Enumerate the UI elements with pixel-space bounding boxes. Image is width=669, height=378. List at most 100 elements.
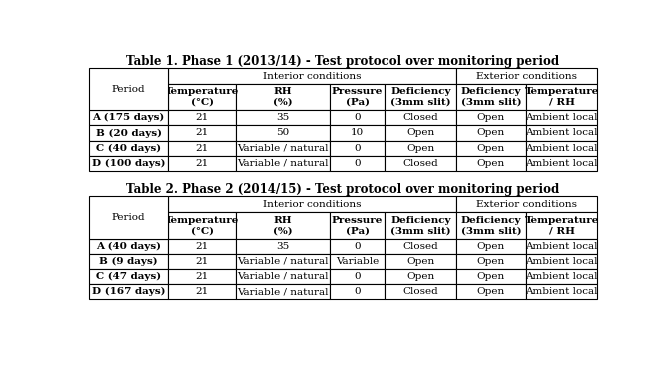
Bar xyxy=(169,239,236,254)
Text: Closed: Closed xyxy=(403,113,438,122)
Bar xyxy=(89,239,169,254)
Bar xyxy=(456,125,527,141)
Bar xyxy=(330,284,385,299)
Text: Deficiency
(3mm slit): Deficiency (3mm slit) xyxy=(390,87,451,107)
Bar xyxy=(456,284,527,299)
Bar xyxy=(527,284,597,299)
Text: 21: 21 xyxy=(195,129,209,138)
Bar xyxy=(527,84,597,110)
Bar xyxy=(330,141,385,156)
Bar xyxy=(236,141,330,156)
Text: Open: Open xyxy=(477,113,505,122)
Bar xyxy=(236,239,330,254)
Bar xyxy=(456,212,527,239)
Bar xyxy=(169,84,236,110)
Bar xyxy=(89,141,169,156)
Text: Open: Open xyxy=(477,159,505,168)
Text: Open: Open xyxy=(477,129,505,138)
Bar xyxy=(89,269,169,284)
Bar xyxy=(385,141,456,156)
Bar xyxy=(236,84,330,110)
Bar xyxy=(456,110,527,125)
Text: 21: 21 xyxy=(195,113,209,122)
Bar xyxy=(456,156,527,171)
Text: Deficiency
(3mm slit): Deficiency (3mm slit) xyxy=(461,216,521,235)
Text: Variable / natural: Variable / natural xyxy=(237,272,329,281)
Text: Open: Open xyxy=(477,272,505,281)
Text: D (100 days): D (100 days) xyxy=(92,159,165,168)
Bar xyxy=(236,212,330,239)
Text: Open: Open xyxy=(406,144,434,153)
Bar xyxy=(527,110,597,125)
Bar xyxy=(330,110,385,125)
Text: Variable / natural: Variable / natural xyxy=(237,144,329,153)
Text: Ambient local: Ambient local xyxy=(525,287,598,296)
Text: Interior conditions: Interior conditions xyxy=(263,200,361,209)
Text: Ambient local: Ambient local xyxy=(525,144,598,153)
Text: Open: Open xyxy=(477,144,505,153)
Bar xyxy=(169,141,236,156)
Bar xyxy=(236,110,330,125)
Text: 21: 21 xyxy=(195,257,209,266)
Bar xyxy=(169,156,236,171)
Bar xyxy=(330,212,385,239)
Text: Period: Period xyxy=(112,213,145,222)
Text: 0: 0 xyxy=(355,242,361,251)
Bar xyxy=(527,156,597,171)
Text: Temperature
(°C): Temperature (°C) xyxy=(165,216,240,235)
Text: Exterior conditions: Exterior conditions xyxy=(476,71,577,81)
Text: Variable / natural: Variable / natural xyxy=(237,287,329,296)
Text: A (175 days): A (175 days) xyxy=(92,113,165,122)
Bar xyxy=(330,84,385,110)
Bar xyxy=(169,197,456,212)
Text: Period: Period xyxy=(112,85,145,94)
Text: C (47 days): C (47 days) xyxy=(96,272,161,281)
Text: 21: 21 xyxy=(195,242,209,251)
Text: Ambient local: Ambient local xyxy=(525,242,598,251)
Bar xyxy=(169,68,456,84)
Bar xyxy=(236,284,330,299)
Text: 35: 35 xyxy=(276,242,290,251)
Bar xyxy=(385,254,456,269)
Text: Open: Open xyxy=(477,257,505,266)
Text: Ambient local: Ambient local xyxy=(525,257,598,266)
Text: 21: 21 xyxy=(195,159,209,168)
Text: 21: 21 xyxy=(195,144,209,153)
Bar xyxy=(236,156,330,171)
Text: RH
(%): RH (%) xyxy=(274,216,293,235)
Text: B (20 days): B (20 days) xyxy=(96,129,161,138)
Text: Variable: Variable xyxy=(336,257,379,266)
Text: Pressure
(Pa): Pressure (Pa) xyxy=(332,216,383,235)
Bar xyxy=(330,254,385,269)
Bar xyxy=(236,125,330,141)
Bar xyxy=(385,212,456,239)
Text: Open: Open xyxy=(406,129,434,138)
Text: Pressure
(Pa): Pressure (Pa) xyxy=(332,87,383,107)
Bar xyxy=(527,239,597,254)
Bar xyxy=(169,212,236,239)
Text: Open: Open xyxy=(477,287,505,296)
Text: Variable / natural: Variable / natural xyxy=(237,159,329,168)
Bar xyxy=(89,110,169,125)
Text: Open: Open xyxy=(406,272,434,281)
Text: A (40 days): A (40 days) xyxy=(96,242,161,251)
Text: Temperature
/ RH: Temperature / RH xyxy=(524,216,599,235)
Text: RH
(%): RH (%) xyxy=(274,87,293,107)
Bar xyxy=(89,125,169,141)
Text: Closed: Closed xyxy=(403,159,438,168)
Bar xyxy=(169,269,236,284)
Bar xyxy=(385,156,456,171)
Text: C (40 days): C (40 days) xyxy=(96,144,161,153)
Bar xyxy=(527,125,597,141)
Text: Variable / natural: Variable / natural xyxy=(237,257,329,266)
Text: Closed: Closed xyxy=(403,242,438,251)
Bar xyxy=(456,84,527,110)
Text: D (167 days): D (167 days) xyxy=(92,287,165,296)
Text: Ambient local: Ambient local xyxy=(525,129,598,138)
Bar xyxy=(456,197,597,212)
Bar xyxy=(236,269,330,284)
Bar xyxy=(330,156,385,171)
Bar xyxy=(89,254,169,269)
Text: 0: 0 xyxy=(355,113,361,122)
Text: 0: 0 xyxy=(355,159,361,168)
